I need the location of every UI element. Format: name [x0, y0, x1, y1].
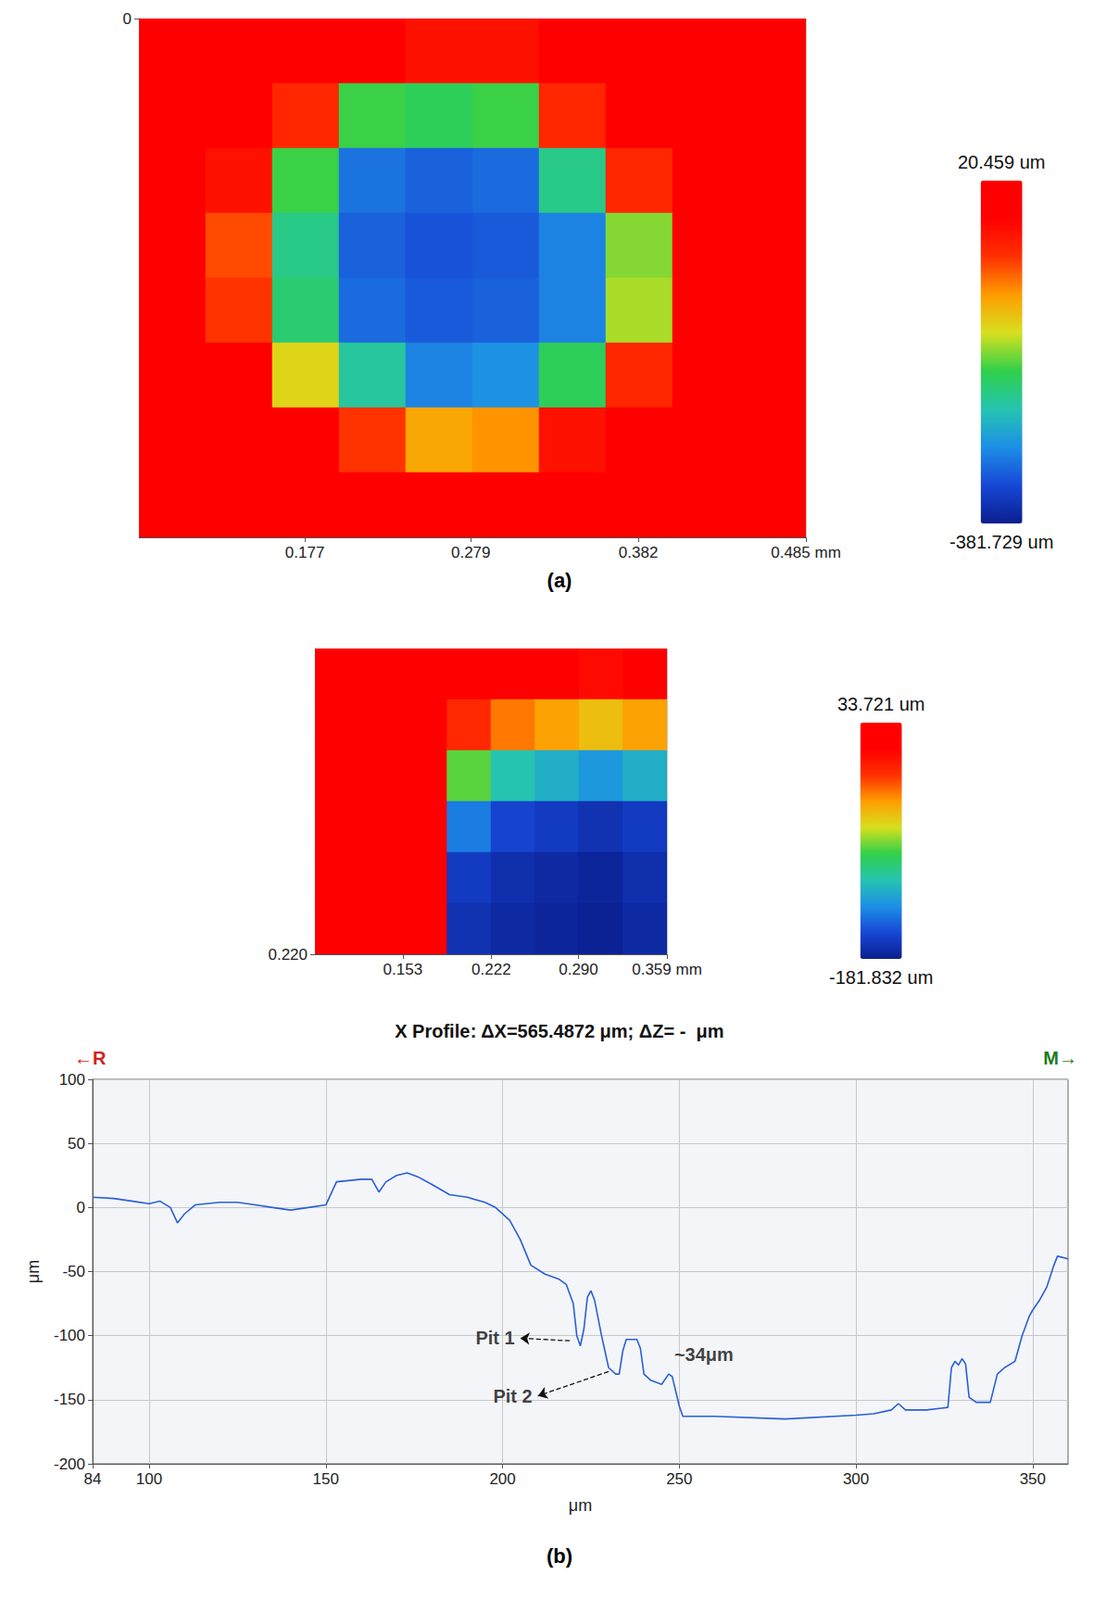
- svg-text:←R: ←R: [74, 1047, 107, 1069]
- svg-text:: ΔX=565.4872 μm; ΔZ= - μm: : ΔX=565.4872 μm; ΔZ= - μm: [470, 1020, 725, 1042]
- svg-text:200: 200: [489, 1470, 516, 1488]
- svg-text:-150: -150: [53, 1390, 86, 1409]
- svg-text:0.279: 0.279: [451, 543, 491, 562]
- svg-text:100: 100: [59, 1070, 86, 1089]
- svg-text:0.220: 0.220: [267, 945, 308, 964]
- svg-text:0.153: 0.153: [383, 960, 424, 979]
- svg-text:50: 50: [67, 1134, 86, 1153]
- svg-text:-50: -50: [62, 1262, 86, 1281]
- svg-text:-381.729 um: -381.729 um: [949, 531, 1054, 553]
- svg-text:100: 100: [136, 1470, 163, 1488]
- svg-text:20.459 um: 20.459 um: [957, 151, 1046, 173]
- svg-text:0.359 mm: 0.359 mm: [631, 960, 703, 979]
- svg-text:X Profile: X Profile: [394, 1020, 470, 1042]
- svg-text:μm: μm: [24, 1259, 43, 1283]
- svg-text:Pit 1: Pit 1: [475, 1327, 515, 1348]
- svg-text:M→: M→: [1043, 1047, 1078, 1069]
- svg-text:0.177: 0.177: [285, 543, 326, 562]
- svg-text:33.721 um: 33.721 um: [837, 693, 926, 715]
- svg-text:-100: -100: [53, 1326, 86, 1345]
- svg-text:-200: -200: [53, 1455, 86, 1473]
- svg-text:0.382: 0.382: [618, 543, 659, 562]
- svg-text:150: 150: [313, 1470, 340, 1488]
- svg-text:-181.832 um: -181.832 um: [829, 967, 933, 988]
- svg-text:~34μm: ~34μm: [674, 1344, 734, 1365]
- svg-text:300: 300: [842, 1470, 869, 1488]
- svg-text:0.290: 0.290: [558, 960, 599, 979]
- svg-text:350: 350: [1019, 1470, 1046, 1488]
- svg-text:84: 84: [84, 1470, 102, 1488]
- svg-text:Pit 2: Pit 2: [492, 1385, 532, 1407]
- svg-text:μm: μm: [568, 1496, 592, 1515]
- svg-text:(a): (a): [547, 568, 573, 592]
- svg-text:0.222: 0.222: [471, 960, 512, 979]
- svg-text:250: 250: [666, 1470, 692, 1488]
- svg-text:0: 0: [76, 1198, 86, 1217]
- svg-text:(b): (b): [546, 1544, 573, 1568]
- svg-text:0: 0: [123, 10, 132, 28]
- svg-text:0.485 mm: 0.485 mm: [770, 543, 842, 562]
